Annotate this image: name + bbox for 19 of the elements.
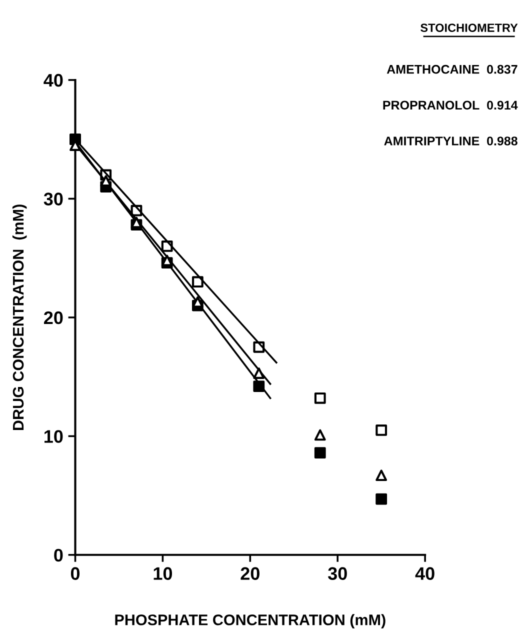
y-tick-label: 20 bbox=[44, 311, 63, 324]
x-tick-label: 0 bbox=[70, 567, 80, 580]
x-tick-label: 40 bbox=[415, 567, 434, 580]
y-tick-label: 30 bbox=[44, 192, 63, 206]
x-axis-title: PHOSPHATE CONCENTRATION (mM) bbox=[115, 614, 386, 628]
text: 0.837 bbox=[487, 64, 518, 74]
x-tick-label: 30 bbox=[328, 567, 347, 580]
x-tick-label: 20 bbox=[240, 567, 260, 580]
y-tick-label: 40 bbox=[44, 74, 63, 87]
y-tick-label: 0 bbox=[54, 548, 63, 562]
text: 0.914 bbox=[487, 100, 518, 110]
x-tick-label: 10 bbox=[154, 567, 172, 580]
annotation: PROPRANOLOL bbox=[383, 100, 480, 110]
text: AMETHOCAINE bbox=[386, 64, 480, 74]
annotation: AMITRIPTYLINE bbox=[384, 136, 480, 146]
text: 0.988 bbox=[487, 136, 518, 146]
text: STOICHIOMETRY bbox=[420, 24, 518, 32]
y-axis-title: DRUG CONCENTRATION (mM) bbox=[12, 204, 27, 430]
y-tick-label: 10 bbox=[44, 430, 63, 443]
